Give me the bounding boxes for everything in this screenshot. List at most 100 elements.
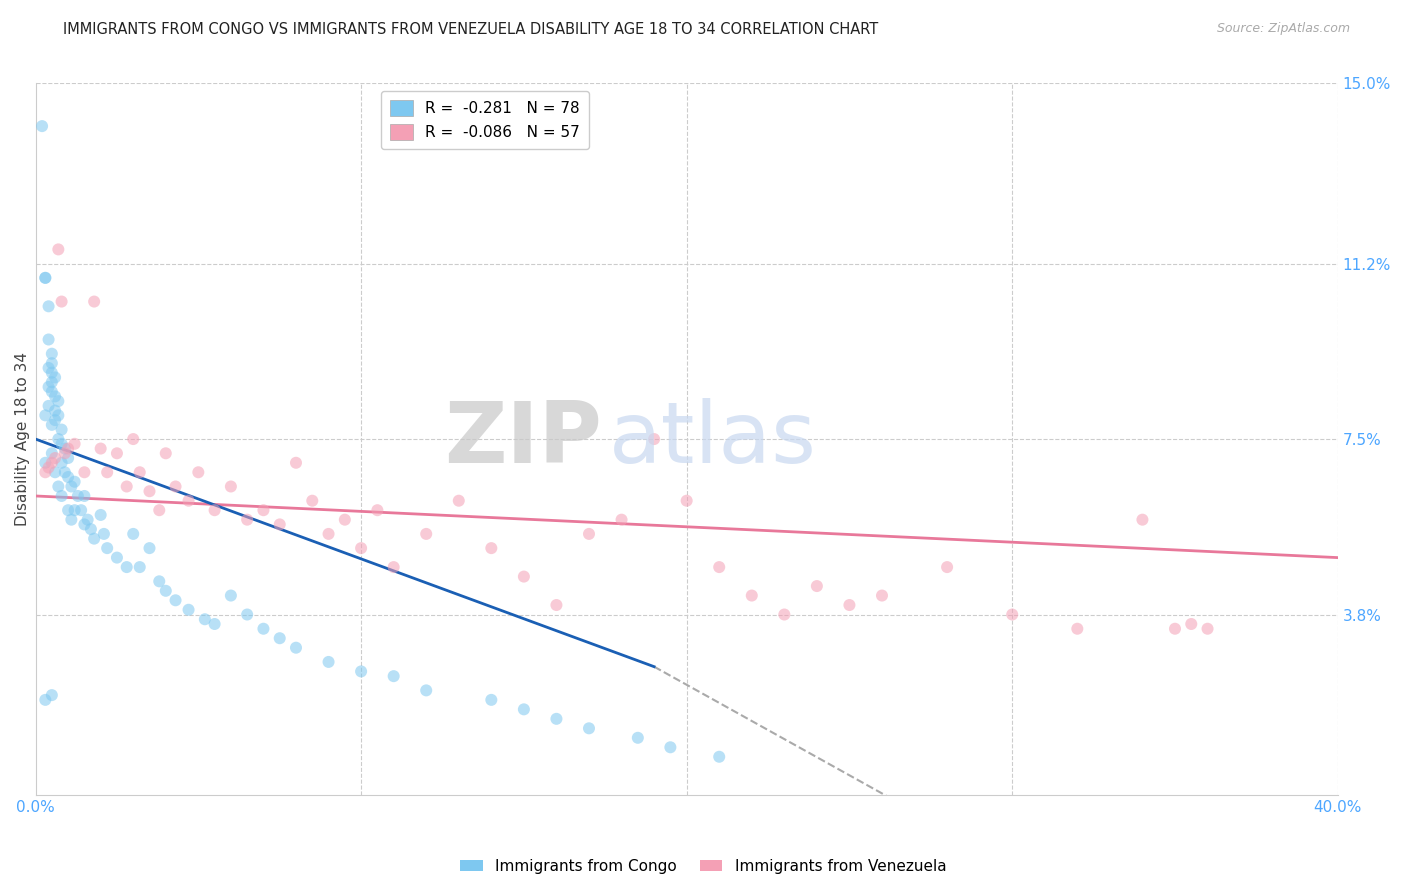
Point <box>318 527 340 541</box>
Point <box>53 465 76 479</box>
Point <box>301 493 323 508</box>
Point <box>128 465 150 479</box>
Point <box>51 437 73 451</box>
Point <box>447 493 470 508</box>
Point <box>38 360 60 375</box>
Point <box>269 517 291 532</box>
Point <box>155 446 177 460</box>
Point <box>80 522 103 536</box>
Point <box>936 560 959 574</box>
Point <box>34 270 56 285</box>
Point <box>31 119 53 133</box>
Point <box>479 541 502 555</box>
Point <box>318 655 340 669</box>
Point <box>177 493 200 508</box>
Point <box>53 442 76 456</box>
Point <box>60 479 83 493</box>
Point <box>73 489 96 503</box>
Point <box>56 442 79 456</box>
Point <box>148 503 170 517</box>
Point <box>63 503 86 517</box>
Point <box>333 513 356 527</box>
Point <box>1180 617 1202 632</box>
Point <box>38 299 60 313</box>
Point <box>90 508 112 522</box>
Point <box>177 603 200 617</box>
Point <box>236 513 259 527</box>
Point <box>38 380 60 394</box>
Point <box>148 574 170 589</box>
Point <box>41 688 63 702</box>
Point <box>34 270 56 285</box>
Point <box>38 399 60 413</box>
Point <box>96 465 118 479</box>
Point <box>41 417 63 432</box>
Point <box>415 683 437 698</box>
Point <box>806 579 828 593</box>
Point <box>34 465 56 479</box>
Point <box>513 702 536 716</box>
Text: IMMIGRANTS FROM CONGO VS IMMIGRANTS FROM VENEZUELA DISABILITY AGE 18 TO 34 CORRE: IMMIGRANTS FROM CONGO VS IMMIGRANTS FROM… <box>63 22 879 37</box>
Point <box>44 389 66 403</box>
Point <box>709 749 731 764</box>
Point <box>350 665 373 679</box>
Point <box>44 370 66 384</box>
Point <box>285 456 308 470</box>
Point <box>44 413 66 427</box>
Point <box>138 484 160 499</box>
Point <box>870 589 893 603</box>
Point <box>63 475 86 489</box>
Point <box>44 403 66 417</box>
Legend: Immigrants from Congo, Immigrants from Venezuela: Immigrants from Congo, Immigrants from V… <box>454 853 952 880</box>
Point <box>122 432 145 446</box>
Point <box>546 712 568 726</box>
Point <box>46 243 69 257</box>
Point <box>204 617 226 632</box>
Point <box>219 479 242 493</box>
Point <box>165 479 187 493</box>
Point <box>44 450 66 465</box>
Point <box>350 541 373 555</box>
Point <box>46 432 69 446</box>
Point <box>46 394 69 409</box>
Point <box>578 527 600 541</box>
Point <box>46 479 69 493</box>
Point <box>56 470 79 484</box>
Point <box>1001 607 1024 622</box>
Point <box>838 598 860 612</box>
Point <box>252 503 274 517</box>
Point <box>165 593 187 607</box>
Point <box>51 423 73 437</box>
Point <box>115 560 138 574</box>
Point <box>46 409 69 423</box>
Point <box>513 569 536 583</box>
Point <box>610 513 633 527</box>
Point <box>70 503 93 517</box>
Point <box>269 631 291 645</box>
Point <box>675 493 697 508</box>
Point <box>627 731 650 745</box>
Point <box>252 622 274 636</box>
Point <box>38 460 60 475</box>
Point <box>41 384 63 399</box>
Point <box>236 607 259 622</box>
Point <box>578 721 600 735</box>
Point <box>73 517 96 532</box>
Point <box>73 465 96 479</box>
Legend: R =  -0.281   N = 78, R =  -0.086   N = 57: R = -0.281 N = 78, R = -0.086 N = 57 <box>381 91 589 149</box>
Point <box>1132 513 1154 527</box>
Point <box>51 489 73 503</box>
Point <box>93 527 115 541</box>
Point <box>138 541 160 555</box>
Point <box>659 740 682 755</box>
Point <box>219 589 242 603</box>
Point <box>773 607 796 622</box>
Point <box>546 598 568 612</box>
Point <box>34 409 56 423</box>
Point <box>76 513 98 527</box>
Point <box>479 693 502 707</box>
Point <box>44 465 66 479</box>
Point <box>41 366 63 380</box>
Point <box>34 693 56 707</box>
Point <box>41 456 63 470</box>
